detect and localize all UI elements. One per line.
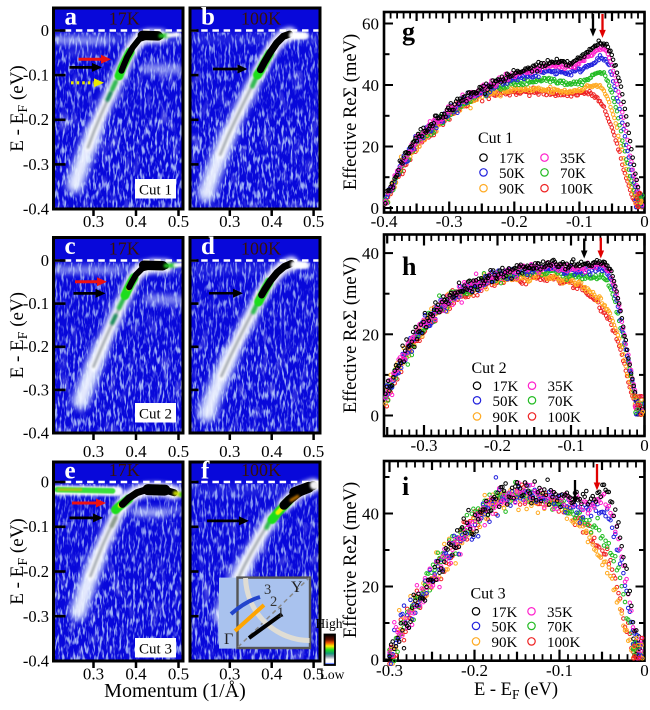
svg-text:f: f [201,458,210,485]
svg-text:-0.4: -0.4 [23,200,49,219]
svg-text:Cut 3: Cut 3 [139,642,172,658]
svg-text:0.4: 0.4 [125,212,147,231]
svg-text:1: 1 [277,605,284,621]
svg-text:35K: 35K [548,379,574,395]
svg-text:90K: 90K [492,635,518,651]
svg-text:-0.3: -0.3 [436,212,463,231]
svg-text:0.3: 0.3 [83,665,104,684]
svg-text:0.5: 0.5 [303,442,324,461]
svg-text:0.4: 0.4 [261,212,283,231]
svg-text:-0.1: -0.1 [566,212,593,231]
svg-text:-0.4: -0.4 [23,424,49,443]
svg-text:17K: 17K [492,605,518,621]
svg-text:17K: 17K [499,151,525,167]
svg-text:0.4: 0.4 [125,442,147,461]
svg-text:0: 0 [371,407,380,426]
svg-text:40: 40 [362,505,379,524]
svg-text:-0.1: -0.1 [558,436,585,455]
svg-text:50K: 50K [493,394,519,410]
svg-text:0: 0 [41,473,49,492]
svg-text:17K: 17K [109,460,140,480]
svg-text:70K: 70K [560,166,586,182]
svg-text:a: a [65,4,78,31]
svg-text:100K: 100K [241,9,281,29]
svg-text:-0.3: -0.3 [23,380,49,399]
svg-text:Low: Low [320,667,345,682]
svg-text:High: High [316,616,343,631]
svg-text:0.3: 0.3 [219,442,240,461]
svg-text:60: 60 [362,15,379,34]
svg-text:c: c [65,233,76,260]
svg-text:Effective ReΣ (meV): Effective ReΣ (meV) [341,482,361,638]
svg-text:Y: Y [291,579,303,596]
svg-text:d: d [201,233,215,260]
svg-text:70K: 70K [548,394,574,410]
svg-text:90K: 90K [493,410,519,426]
svg-text:17K: 17K [109,9,140,29]
svg-text:20: 20 [362,578,379,597]
svg-text:Γ: Γ [224,631,233,648]
svg-text:100K: 100K [560,182,594,198]
svg-text:-0.3: -0.3 [23,155,49,174]
svg-text:0.4: 0.4 [261,665,283,684]
svg-text:g: g [402,17,415,46]
svg-text:0: 0 [640,436,649,455]
svg-text:Effective ReΣ (meV): Effective ReΣ (meV) [341,34,361,190]
svg-text:-0.1: -0.1 [546,661,573,680]
svg-text:-0.2: -0.2 [501,212,528,231]
svg-text:50K: 50K [499,166,525,182]
svg-text:-0.3: -0.3 [411,436,438,455]
svg-text:Cut 3: Cut 3 [471,586,506,603]
svg-text:70K: 70K [547,619,573,635]
svg-text:40: 40 [362,244,379,263]
svg-text:-0.4: -0.4 [371,212,398,231]
svg-text:0.3: 0.3 [83,212,104,231]
svg-text:50K: 50K [492,619,518,635]
svg-text:Cut 1: Cut 1 [139,183,172,199]
svg-text:Cut 2: Cut 2 [472,360,507,377]
svg-text:0: 0 [640,212,649,231]
svg-text:0.5: 0.5 [303,212,324,231]
svg-text:100K: 100K [548,410,582,426]
svg-text:100K: 100K [241,239,281,259]
svg-text:0.5: 0.5 [168,212,189,231]
svg-text:0: 0 [41,21,49,40]
svg-text:-0.4: -0.4 [23,652,49,671]
svg-text:17K: 17K [109,239,140,259]
svg-text:20: 20 [362,325,379,344]
svg-text:Effective ReΣ (meV): Effective ReΣ (meV) [341,257,361,413]
svg-text:17K: 17K [493,379,519,395]
svg-text:-0.3: -0.3 [23,607,49,626]
svg-text:-0.3: -0.3 [376,661,403,680]
svg-text:Momentum (1/Å): Momentum (1/Å) [104,680,246,702]
svg-text:35K: 35K [547,605,573,621]
svg-text:0.5: 0.5 [168,442,189,461]
svg-text:35K: 35K [560,151,586,167]
svg-text:-0.2: -0.2 [461,661,488,680]
svg-text:0.3: 0.3 [219,212,240,231]
svg-text:100K: 100K [241,460,281,480]
svg-text:0: 0 [41,251,49,270]
svg-text:0: 0 [640,661,649,680]
svg-text:100K: 100K [547,635,581,651]
svg-text:Cut 2: Cut 2 [139,407,172,423]
svg-text:h: h [402,252,417,281]
svg-text:20: 20 [362,138,379,157]
svg-text:0.3: 0.3 [83,442,104,461]
svg-text:0.4: 0.4 [261,442,283,461]
svg-text:90K: 90K [499,182,525,198]
svg-text:Cut 1: Cut 1 [478,130,513,147]
svg-text:e: e [65,458,76,485]
svg-text:i: i [402,472,409,501]
svg-text:b: b [201,4,215,31]
svg-text:-0.2: -0.2 [484,436,511,455]
svg-text:40: 40 [362,76,379,95]
